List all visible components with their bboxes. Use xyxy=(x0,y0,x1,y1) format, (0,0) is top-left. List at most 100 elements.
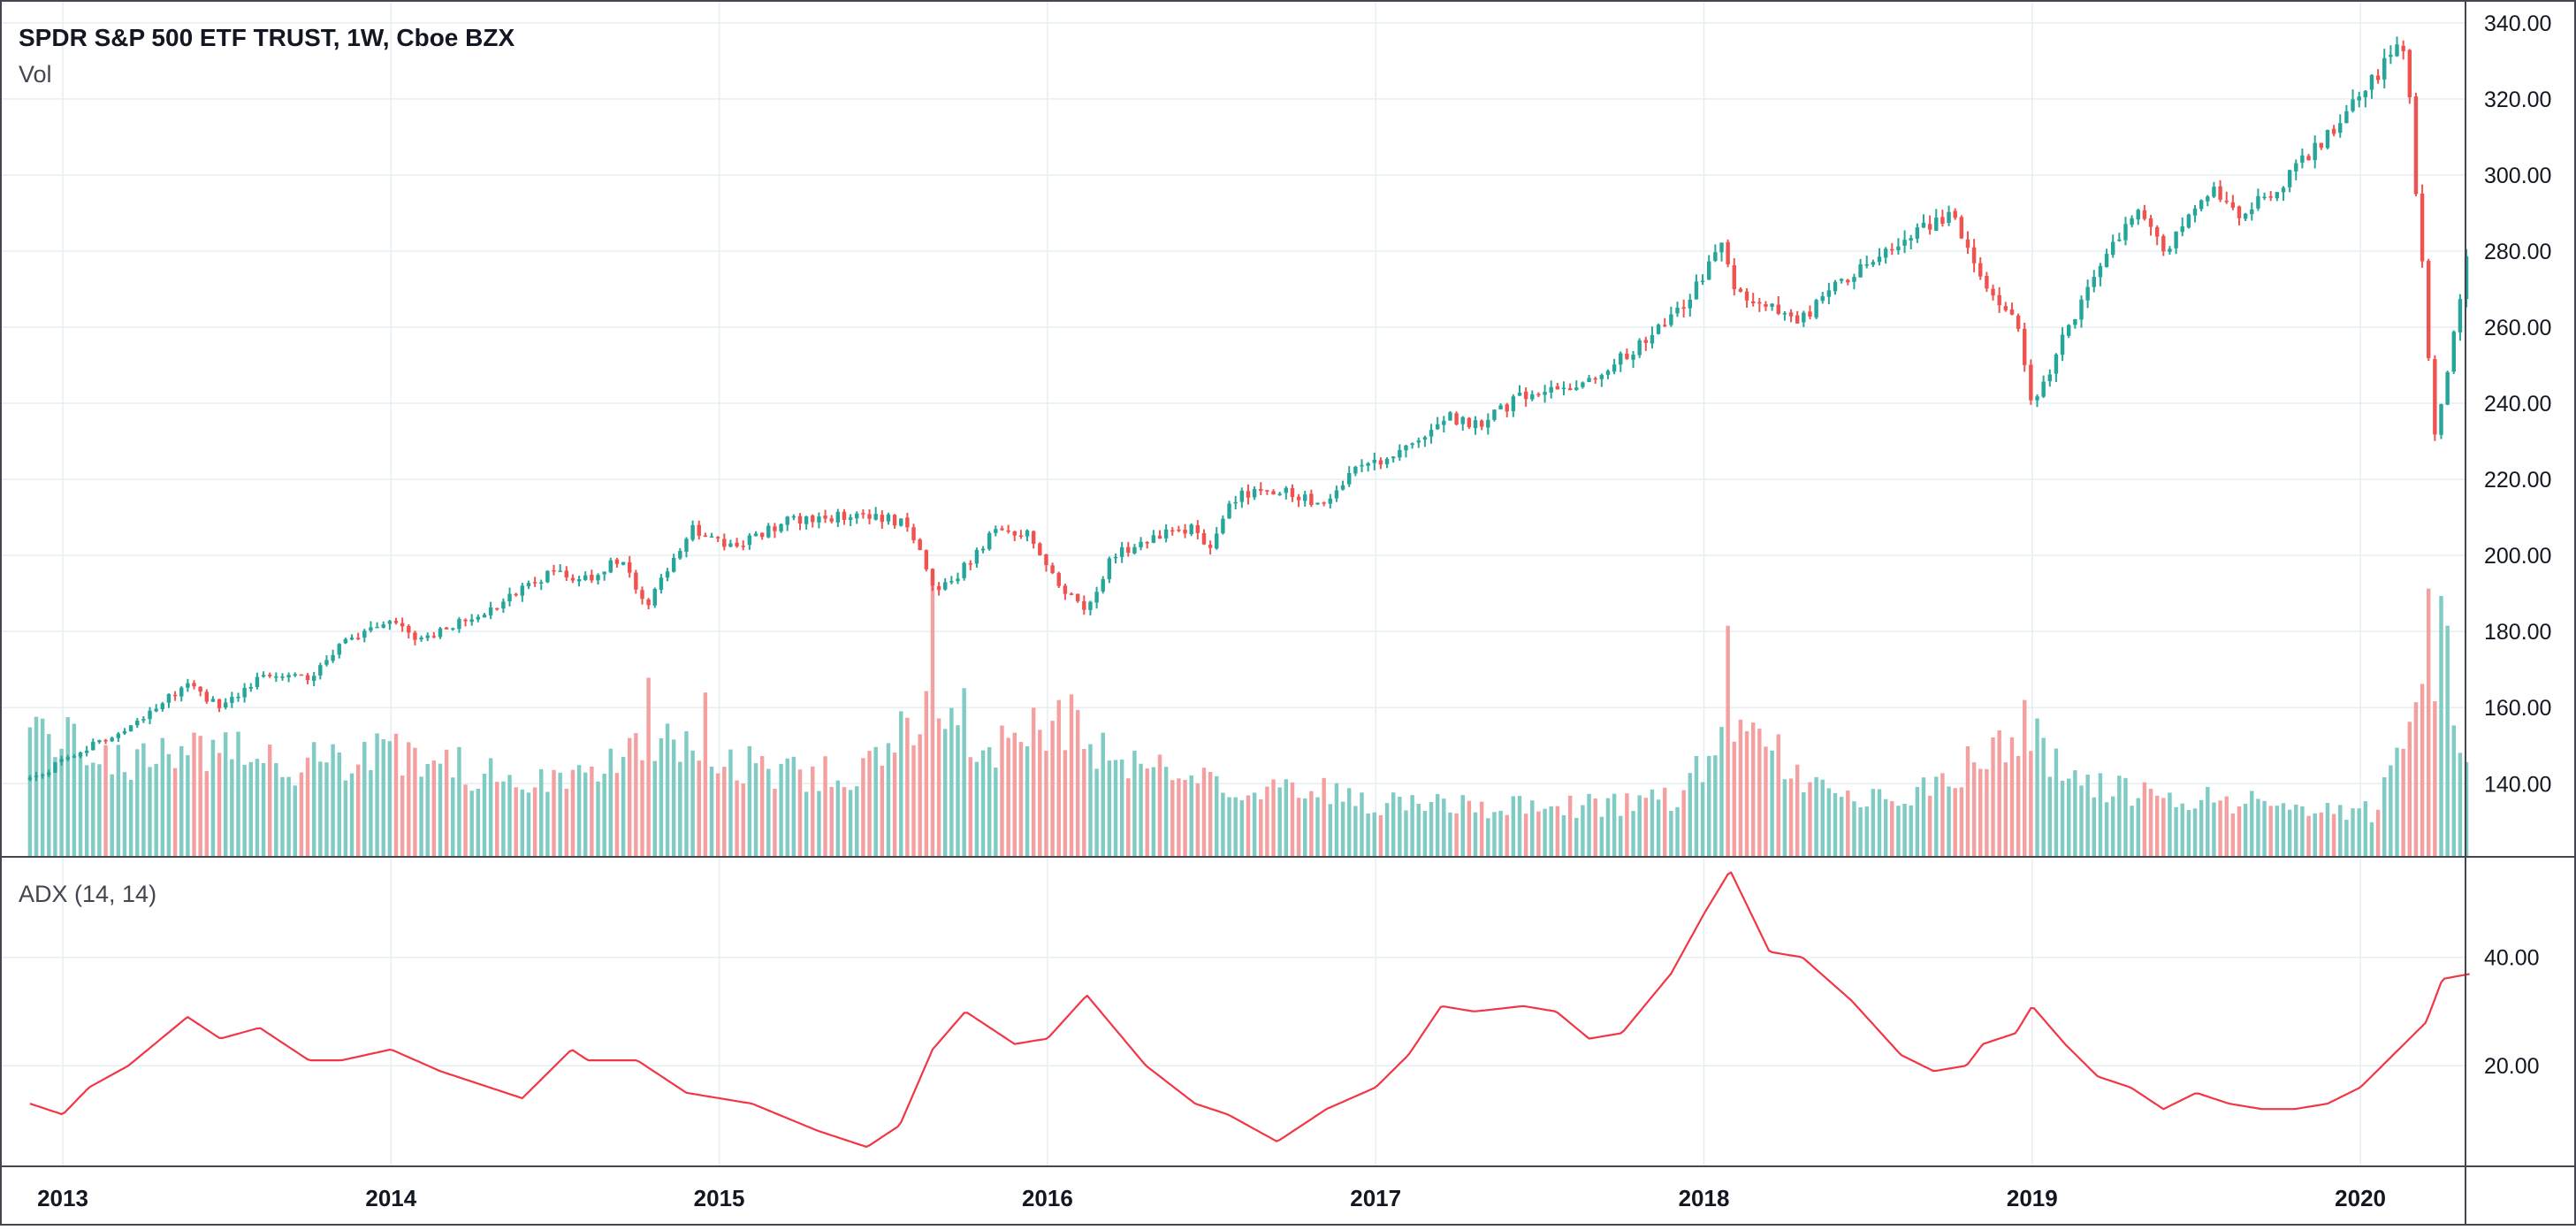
volume-bar xyxy=(463,784,468,856)
volume-bar xyxy=(2230,813,2236,856)
candle-body xyxy=(2331,128,2336,134)
candle-body xyxy=(204,691,210,702)
candle-body xyxy=(148,710,152,720)
candle-body xyxy=(1757,302,1762,304)
candle-body xyxy=(583,575,588,580)
candle-body xyxy=(1505,404,1509,412)
candle-body xyxy=(1587,378,1591,383)
volume-bar xyxy=(1239,800,1245,856)
candle xyxy=(343,638,348,645)
volume-bar xyxy=(280,776,285,856)
candle xyxy=(2243,212,2248,222)
candle xyxy=(2148,215,2153,236)
volume-bar xyxy=(1782,779,1787,856)
candle-body xyxy=(1189,524,1193,535)
candle-body xyxy=(1498,405,1503,409)
volume-bar xyxy=(349,773,354,856)
volume-bar xyxy=(1467,800,1472,856)
volume-bar xyxy=(1082,748,1086,856)
volume-bar xyxy=(2256,798,2260,856)
volume-legend[interactable]: Vol xyxy=(19,61,52,88)
volume-bar xyxy=(84,765,89,856)
candle xyxy=(1132,544,1137,555)
candle-body xyxy=(2130,218,2134,225)
candle xyxy=(943,577,948,592)
candle-body xyxy=(1694,281,1699,300)
candle xyxy=(2344,104,2349,124)
chart-title[interactable]: SPDR S&P 500 ETF TRUST, 1W, Cboe BZX xyxy=(19,24,514,51)
volume-bar xyxy=(2054,748,2059,856)
candle-body xyxy=(1113,556,1118,559)
candle xyxy=(570,574,575,584)
candle xyxy=(1454,411,1459,426)
candle-body xyxy=(217,699,222,708)
candle-body xyxy=(286,675,291,678)
candle-body xyxy=(224,702,228,708)
candle-body xyxy=(72,756,77,758)
volume-bar xyxy=(179,745,184,856)
adx-legend[interactable]: ADX (14, 14) xyxy=(19,881,156,907)
candle xyxy=(1290,484,1295,502)
candle xyxy=(1574,380,1579,391)
volume-bar xyxy=(968,757,973,856)
volume-bar xyxy=(671,739,676,856)
volume-bar xyxy=(2154,795,2160,856)
candle-body xyxy=(640,590,644,600)
candle-body xyxy=(1997,294,2001,306)
candle-body xyxy=(514,593,518,596)
candle xyxy=(1303,491,1307,507)
candle xyxy=(1195,520,1200,539)
candle xyxy=(1404,445,1408,458)
candle-body xyxy=(457,619,461,630)
candle-body xyxy=(753,533,758,537)
candle-body xyxy=(1852,277,1856,282)
candle-body xyxy=(2161,235,2166,252)
candle xyxy=(1675,302,1680,317)
volume-bar xyxy=(1896,806,1901,856)
volume-bar xyxy=(1959,787,1964,856)
volume-bar xyxy=(1442,798,1446,856)
candle-body xyxy=(387,621,392,624)
volume-bar xyxy=(1732,741,1736,856)
candle xyxy=(1934,209,1939,232)
candle-body xyxy=(438,628,443,638)
candle xyxy=(2168,246,2172,255)
volume-bar xyxy=(1517,796,1522,856)
candle xyxy=(34,771,39,782)
volume-bar xyxy=(753,763,758,856)
volume-bar xyxy=(1883,798,1888,856)
volume-bar xyxy=(1587,793,1591,856)
candle-body xyxy=(1517,393,1522,396)
candle xyxy=(1284,485,1289,500)
candle-body xyxy=(1802,312,1806,323)
volume-bar xyxy=(2281,803,2286,856)
candle xyxy=(1619,351,1623,372)
volume-bar xyxy=(2212,802,2216,856)
candle-body xyxy=(311,676,316,681)
candle-body xyxy=(2464,256,2469,300)
candle-body xyxy=(703,535,708,538)
candle-body xyxy=(1511,396,1516,412)
candle xyxy=(1965,231,1970,255)
volume-bar xyxy=(248,761,253,856)
candle xyxy=(558,564,562,572)
candle xyxy=(1927,215,1932,235)
volume-bar xyxy=(1902,803,1907,856)
volume-bar xyxy=(1460,795,1465,856)
volume-bar xyxy=(956,725,960,856)
candle xyxy=(1398,444,1402,462)
volume-bar xyxy=(1145,768,1149,856)
candle-body xyxy=(861,513,865,515)
volume-bar xyxy=(2180,803,2184,856)
volume-bar xyxy=(880,765,885,856)
candle xyxy=(835,508,841,528)
volume-bar xyxy=(640,760,644,856)
candle xyxy=(2060,327,2065,362)
volume-bar xyxy=(1252,792,1257,856)
candle-body xyxy=(1056,573,1061,586)
candle-body xyxy=(1246,491,1251,498)
candle-body xyxy=(2458,299,2463,332)
volume-bar xyxy=(186,755,190,856)
